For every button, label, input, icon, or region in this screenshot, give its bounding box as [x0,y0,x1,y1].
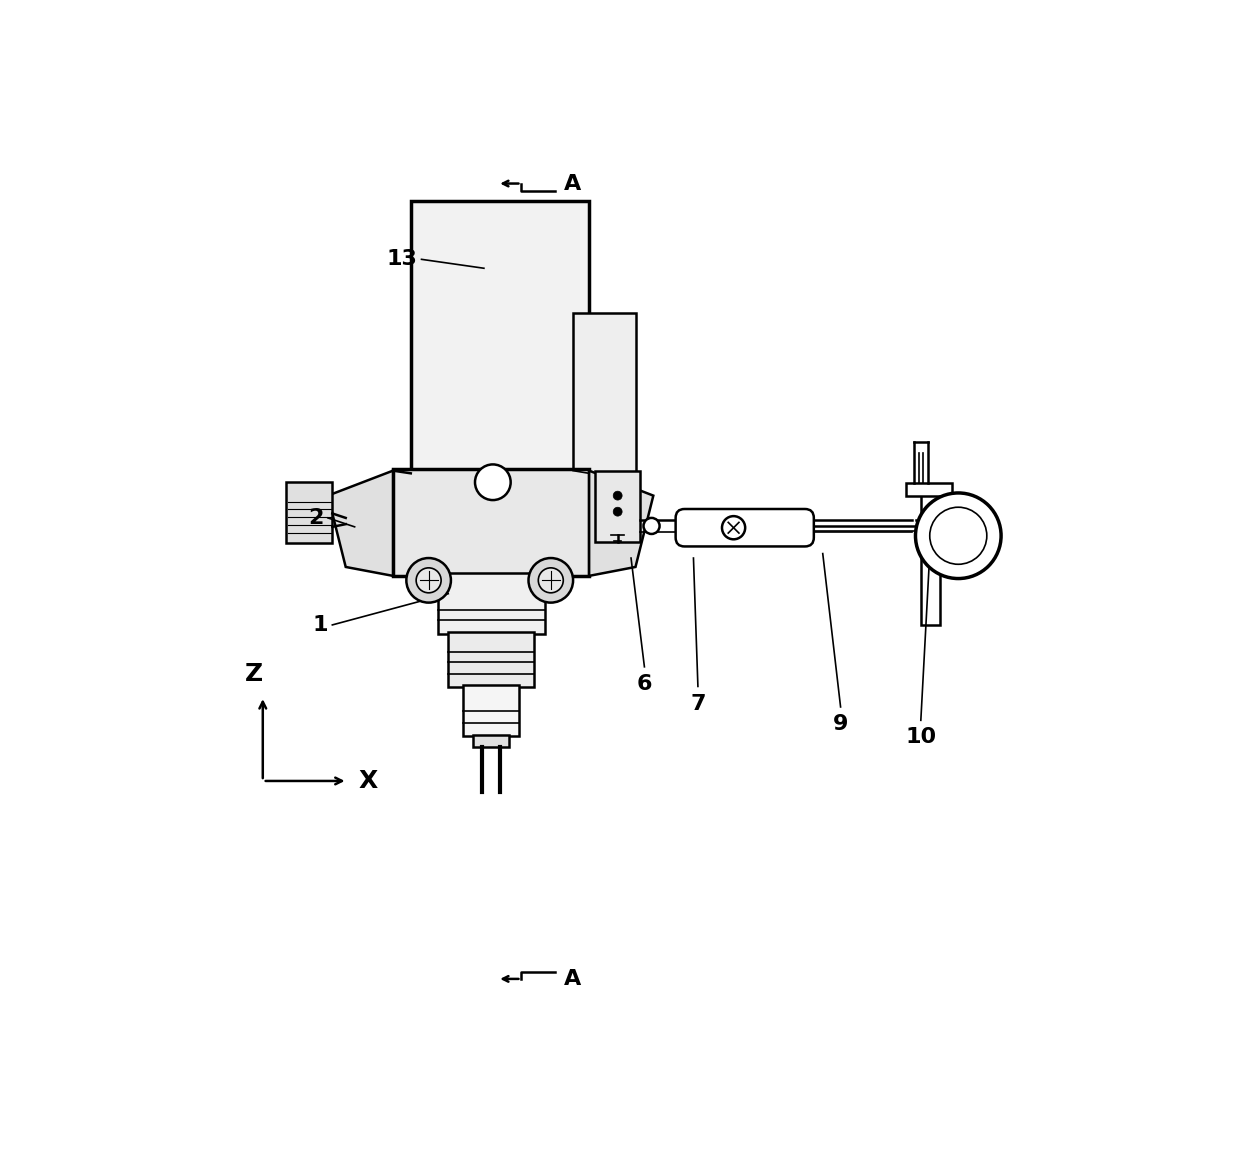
Circle shape [722,516,745,540]
Bar [393,469,589,576]
Circle shape [475,464,511,500]
Circle shape [930,507,987,564]
Circle shape [644,518,660,534]
Text: A: A [564,969,582,989]
Text: X: X [358,769,377,793]
Bar [448,632,534,688]
Bar [905,483,952,496]
FancyBboxPatch shape [676,510,813,547]
Circle shape [417,567,441,593]
Circle shape [407,558,451,602]
Circle shape [614,491,622,500]
Circle shape [614,507,622,516]
Bar [921,486,940,625]
Text: 1: 1 [312,615,327,635]
Bar [438,573,544,633]
Bar [464,684,518,736]
Text: 6: 6 [636,674,652,694]
Text: 10: 10 [905,727,936,747]
Text: 7: 7 [691,694,706,713]
Text: 13: 13 [386,249,417,270]
Polygon shape [589,470,653,576]
Bar [595,470,640,542]
Bar [410,201,589,474]
Bar [573,313,636,474]
Bar [474,734,508,747]
Bar [286,482,332,543]
Circle shape [528,558,573,602]
Text: 9: 9 [833,714,848,734]
Circle shape [915,493,1001,579]
Polygon shape [327,470,393,576]
Circle shape [538,567,563,593]
Text: A: A [564,174,582,193]
Text: 2: 2 [308,508,324,528]
Text: Z: Z [244,661,263,686]
